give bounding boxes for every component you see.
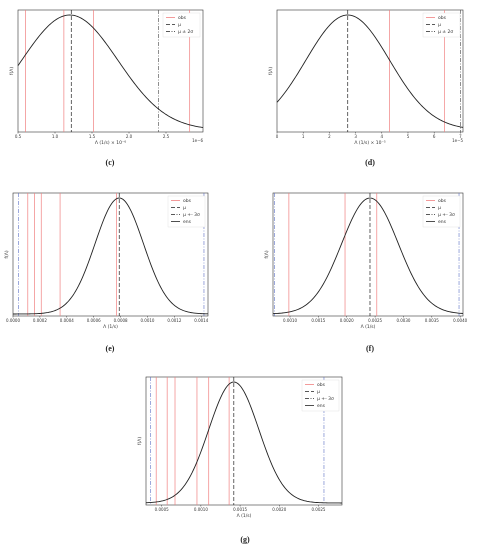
x-tick-label: 0.0006 — [87, 318, 101, 323]
x-tick-label: 0.0002 — [33, 318, 47, 323]
legend-box — [422, 12, 461, 38]
plot-frame — [17, 9, 204, 133]
x-tick-label: 0.0004 — [60, 318, 74, 323]
x-tick-label: 7 — [459, 134, 462, 139]
x-tick-label: 0.0020 — [272, 507, 286, 512]
legend-label-2: μ +- 3σ — [438, 212, 455, 218]
density-curve — [276, 14, 464, 128]
x-tick-label: 0.0008 — [114, 318, 128, 323]
plot-frame — [272, 192, 464, 317]
x-tick-label: 0.0015 — [233, 507, 247, 512]
x-tick-label: 0.0012 — [167, 318, 181, 323]
chart-panel-2: 0.0000 0.0002 0.0004 0.0006 0.0008 0.0010 0.00… — [4, 192, 209, 330]
legend-label-2: μ +- 3σ — [317, 396, 334, 402]
legend-label-0: obs — [438, 198, 447, 204]
x-tick-label: 5 — [407, 134, 410, 139]
panel-caption: (g) — [240, 535, 250, 544]
x-tick-label: 0.0035 — [425, 318, 439, 323]
y-axis-label: f(Λ) — [264, 250, 270, 258]
y-axis-label: f(Λ) — [9, 67, 15, 75]
density-curve — [17, 14, 204, 128]
x-axis-label: Λ (1/s) — [237, 513, 252, 519]
x-tick-label: 0.0025 — [368, 318, 382, 323]
chart-panel-1: 0 1 2 3 4 5 6 71e−5 Λ (1/s) × 10⁻⁵ f(Λ) obs μμ ± 2σ — [268, 9, 464, 146]
chart-panel-4: 0.0005 0.0010 0.0015 0.0020 0.0025 Λ (1/s) f(Λ… — [137, 376, 343, 519]
x-tick-label: 0.5 — [15, 134, 22, 139]
legend-label-3: ens — [183, 220, 192, 225]
x-tick-label: 0.0030 — [396, 318, 410, 323]
legend-label-1: μ — [183, 206, 186, 211]
panel-caption: (f) — [366, 344, 374, 353]
legend-label-2: μ ± 2σ — [178, 29, 193, 35]
plot-frame — [12, 192, 209, 317]
x-tick-label: 0.0000 — [6, 318, 20, 323]
x-tick-label: 0.0010 — [283, 318, 297, 323]
y-axis-label: f(Λ) — [268, 67, 274, 75]
x-tick-label: 1 — [302, 134, 305, 139]
y-axis-label: f(Λ) — [4, 250, 10, 258]
x-tick-label: 0.0014 — [194, 318, 208, 323]
x-tick-label: 0.0025 — [311, 507, 325, 512]
x-axis-label: Λ (1/s) × 10⁻⁵ — [354, 140, 385, 146]
x-tick-label: 0.0010 — [140, 318, 154, 323]
legend-label-1: μ — [438, 206, 441, 211]
legend-label-0: obs — [438, 15, 447, 21]
legend-box — [162, 12, 201, 38]
x-tick-label: 0.0010 — [194, 507, 208, 512]
y-axis-label: f(Λ) — [137, 437, 143, 445]
x-axis-label: Λ (1/s) × 10⁻⁶ — [95, 140, 126, 146]
panel-caption: (d) — [365, 158, 375, 167]
density-curve — [272, 197, 464, 315]
legend-label-1: μ — [317, 390, 320, 395]
x-tick-label: 0.0015 — [311, 318, 325, 323]
x-tick-label: 0 — [276, 134, 279, 139]
x-axis-label: Λ (1/s) — [103, 324, 118, 330]
panel-caption: (e) — [106, 344, 115, 353]
legend-label-2: μ +- 3σ — [183, 212, 200, 218]
x-tick-label: 2.0 — [126, 134, 133, 139]
legend-label-1: μ — [438, 23, 441, 28]
x-tick-label: 3 — [354, 134, 357, 139]
legend-box — [301, 379, 340, 412]
x-tick-label: 0.0020 — [340, 318, 354, 323]
plot-frame — [145, 376, 343, 506]
density-curve — [145, 381, 342, 504]
legend-label-0: obs — [317, 382, 326, 388]
offset-text: 1e−6 — [192, 138, 203, 143]
x-tick-label: 4 — [381, 134, 384, 139]
legend-label-1: μ — [178, 23, 181, 28]
legend-label-3: ens — [438, 220, 447, 225]
legend-label-0: obs — [183, 198, 192, 204]
x-tick-label: 0.0005 — [155, 507, 169, 512]
offset-text: 1e−5 — [452, 138, 463, 143]
legend-label-2: μ ± 2σ — [438, 29, 453, 35]
x-tick-label: 2.5 — [163, 134, 170, 139]
density-curve — [13, 197, 209, 315]
legend-label-0: obs — [178, 15, 187, 21]
x-tick-label: 6 — [433, 134, 436, 139]
x-tick-label: 2 — [328, 134, 331, 139]
chart-panel-3: 0.0010 0.0015 0.0020 0.0025 0.0030 0.0035 0.00… — [264, 192, 468, 330]
plot-frame — [276, 9, 464, 133]
x-tick-label: 0.0040 — [453, 318, 467, 323]
x-tick-label: 1.0 — [52, 134, 59, 139]
chart-panel-0: 0.5 1.0 1.5 2.0 2.5 1e−6 Λ (1/s) × 10⁻⁶ f(Λ) obs… — [9, 9, 204, 146]
legend-label-3: ens — [317, 404, 326, 409]
panel-caption: (c) — [106, 158, 115, 167]
x-axis-label: Λ (1/s) — [361, 324, 376, 330]
x-tick-label: 1.5 — [89, 134, 96, 139]
